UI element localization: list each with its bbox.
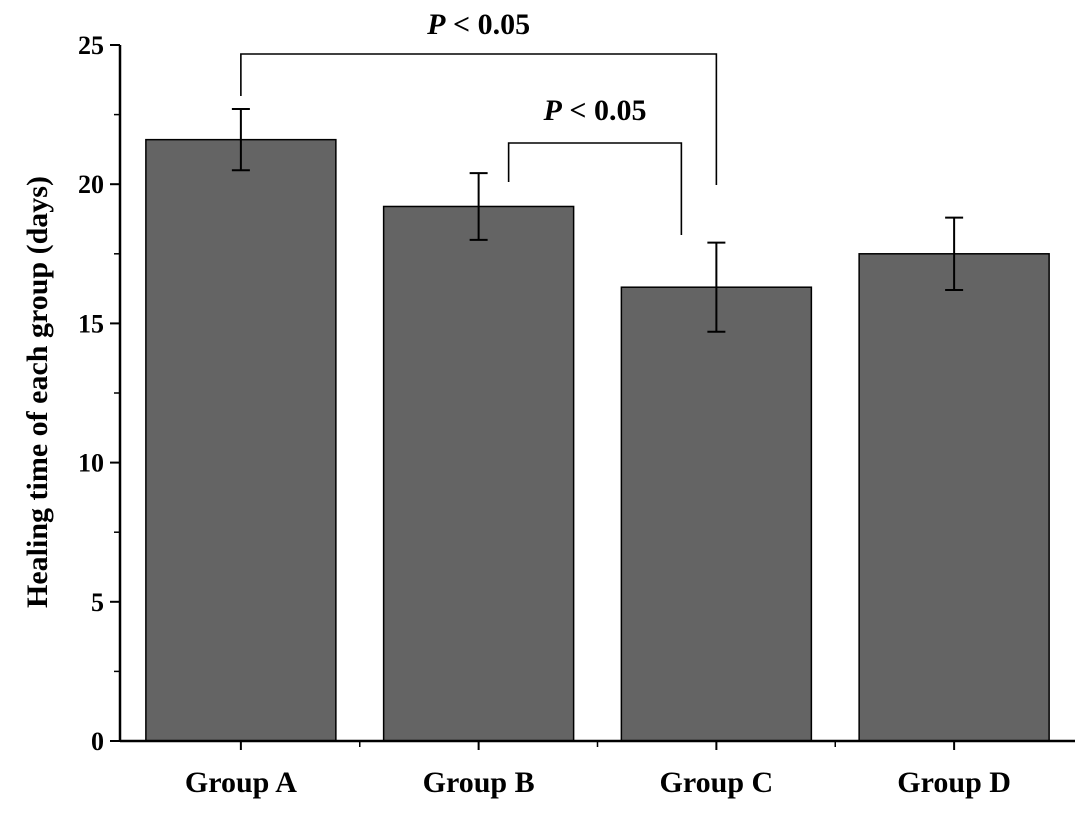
significance-label: P < 0.05 [426,8,530,41]
y-tick-label: 20 [78,170,104,199]
p-threshold: < 0.05 [562,94,647,127]
bracket-line [240,53,718,185]
bars [145,108,1050,742]
axes: Group A Group B Group C Group D 0 5 10 15 20 25 [78,31,1075,799]
error-bar-group-b [469,172,488,241]
y-axis-label: Healing time of each group (days) [21,176,54,608]
error-bar-group-a [231,108,250,172]
significance-label: P < 0.05 [543,94,647,127]
x-tick-label: Group A [185,766,297,799]
bracket-line [507,142,683,235]
bar-group-c [620,286,813,742]
y-tick-label: 10 [78,449,104,478]
y-tick-label: 25 [78,31,104,60]
y-tick-label: 15 [78,309,104,338]
significance-annotations: P < 0.05P < 0.05 [240,8,718,235]
y-tick-label: 5 [91,588,104,617]
error-bar-group-d [945,216,964,291]
x-tick-label: Group B [423,766,535,799]
bar-group-d [858,253,1050,742]
error-bar-group-c [707,241,726,333]
p-threshold: < 0.05 [445,8,530,41]
p-symbol: P [543,94,563,127]
significance-bracket: P < 0.05 [507,94,683,235]
p-symbol: P [426,8,446,41]
significance-bracket: P < 0.05 [240,8,718,185]
y-tick-label: 0 [91,727,104,756]
bar-group-b [382,205,575,742]
x-tick-label: Group D [897,766,1011,799]
x-tick-label: Group C [660,766,774,799]
bar-group-a [145,138,337,742]
